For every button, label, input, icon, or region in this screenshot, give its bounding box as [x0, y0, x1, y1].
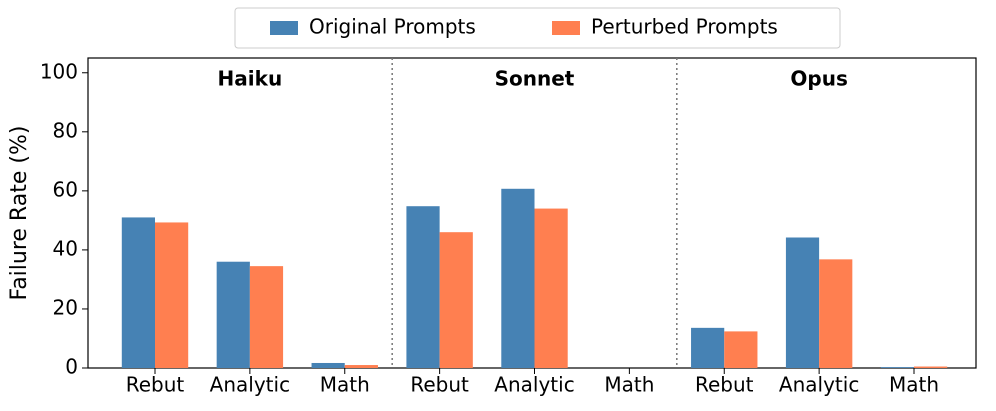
y-tick-label: 20 [53, 295, 78, 319]
bar [249, 266, 284, 368]
x-tick-label: Analytic [779, 373, 859, 397]
bar [501, 188, 535, 368]
group-label: Sonnet [495, 67, 575, 91]
bar [439, 232, 473, 368]
bar [691, 327, 725, 368]
x-tick-label: Analytic [210, 373, 290, 397]
bar [155, 222, 189, 368]
legend-label: Perturbed Prompts [591, 15, 778, 39]
bar [534, 208, 568, 368]
x-tick-label: Rebut [410, 373, 469, 397]
bar [880, 367, 914, 368]
legend-box [234, 7, 841, 49]
bar [121, 217, 155, 368]
bar [785, 237, 820, 368]
bar [311, 362, 345, 368]
group-label: Haiku [218, 67, 283, 91]
x-tick-label: Math [320, 373, 370, 397]
bar [819, 259, 853, 368]
x-tick-label: Rebut [126, 373, 185, 397]
legend-swatch [552, 21, 580, 35]
group-label: Opus [790, 67, 847, 91]
y-tick-label: 40 [53, 236, 78, 260]
y-tick-label: 0 [65, 355, 78, 379]
bar [724, 331, 758, 368]
y-tick-label: 60 [53, 177, 78, 201]
legend-label: Original Prompts [309, 15, 476, 39]
x-tick-label: Rebut [695, 373, 754, 397]
bar [914, 366, 948, 368]
bar [344, 365, 378, 368]
x-tick-label: Analytic [494, 373, 574, 397]
y-axis-label: Failure Rate (%) [7, 126, 32, 301]
y-tick-label: 80 [53, 118, 78, 142]
x-tick-label: Math [889, 373, 939, 397]
x-tick-label: Math [604, 373, 654, 397]
bar [216, 261, 250, 368]
legend-swatch [270, 21, 298, 35]
bar [406, 206, 440, 368]
y-tick-label: 100 [40, 59, 78, 83]
